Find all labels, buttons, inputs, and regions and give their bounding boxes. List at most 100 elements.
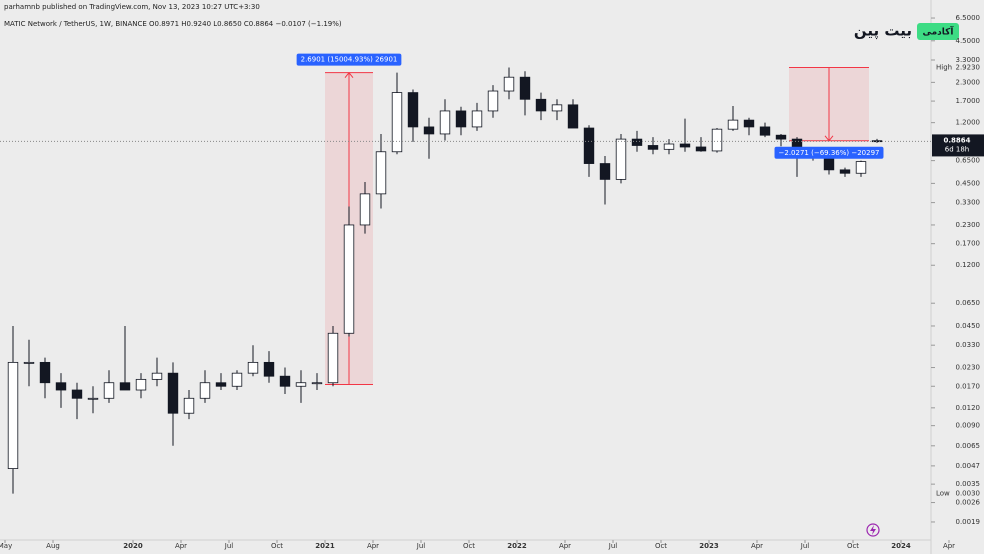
candle-body — [855, 161, 867, 174]
candle-body — [311, 382, 323, 385]
candle-body — [759, 126, 771, 136]
candle-body — [679, 143, 691, 148]
candle-body — [567, 104, 579, 129]
candle-body — [135, 378, 147, 391]
y-tick-label: 6.5000 — [956, 14, 981, 22]
lightning-icon[interactable] — [866, 523, 880, 537]
candle-body — [263, 361, 275, 377]
candle-body — [775, 134, 787, 140]
candle-body — [599, 163, 611, 180]
y-tick-label: 0.4500 — [956, 179, 981, 187]
candle-body — [55, 382, 67, 391]
candle-body — [167, 372, 179, 414]
candle-body — [439, 110, 451, 135]
high-marker-value: 2.9230 — [956, 64, 981, 72]
candle-body — [535, 98, 547, 112]
x-tick-label: 2024 — [891, 542, 911, 550]
logo-badge: آکادمی — [923, 26, 955, 38]
measure-label-bg — [774, 146, 884, 159]
x-tick-label: Aug — [46, 542, 60, 550]
y-tick-label: 1.2000 — [956, 119, 981, 127]
x-tick-label: Oct — [655, 542, 667, 550]
measure-arrowhead — [344, 71, 354, 78]
y-tick-label: 0.0065 — [956, 442, 981, 450]
lightning-glyph — [870, 525, 876, 535]
y-tick-label: 3.3000 — [956, 56, 981, 64]
x-tick-label: Apr — [751, 542, 763, 550]
x-tick-label: Oct — [271, 542, 283, 550]
candle-body — [7, 361, 19, 469]
candle-body — [695, 146, 707, 152]
logo-name: بیت پین — [854, 22, 912, 41]
y-tick-label: 0.0230 — [956, 364, 981, 372]
x-tick-label: 2020 — [123, 542, 143, 550]
measure-arrowhead — [824, 135, 834, 142]
y-tick-label: 0.0650 — [956, 299, 981, 307]
candle-body — [391, 92, 403, 153]
high-marker-label: High — [936, 64, 952, 72]
y-tick-label: 0.2300 — [956, 221, 981, 229]
candle-body — [71, 389, 83, 399]
y-tick-label: 0.0047 — [956, 462, 981, 470]
candle-body — [455, 110, 467, 128]
candle-body — [647, 145, 659, 150]
x-tick-label: 2021 — [315, 542, 335, 550]
candle-body — [183, 397, 195, 414]
y-tick-label: 2.3000 — [956, 78, 981, 86]
x-tick-label: Jul — [416, 542, 426, 550]
candle-body — [487, 90, 499, 112]
candle-body — [39, 361, 51, 384]
candle-body — [23, 361, 35, 364]
candle-body — [151, 372, 163, 380]
candle-body — [519, 76, 531, 100]
candle-body — [583, 127, 595, 164]
candle-body — [359, 193, 371, 226]
y-tick-label: 0.0170 — [956, 382, 981, 390]
candle-body — [87, 397, 99, 400]
x-tick-label: 2022 — [507, 542, 527, 550]
y-tick-label: 0.3300 — [956, 199, 981, 207]
x-tick-label: 2023 — [699, 542, 719, 550]
countdown: 6d 18h — [945, 145, 969, 153]
y-tick-label: 0.1700 — [956, 240, 981, 248]
candle-body — [215, 382, 227, 387]
candle-body — [199, 382, 211, 399]
candle-body — [407, 92, 419, 128]
y-tick-label: 0.0450 — [956, 322, 981, 330]
y-tick-label: 0.6500 — [956, 157, 981, 165]
candle-body — [103, 382, 115, 399]
candle-body — [247, 361, 259, 374]
y-tick-label: 0.0120 — [956, 404, 981, 412]
symbol-info: MATIC Network / TetherUS, 1W, BINANCE O0… — [4, 20, 342, 28]
candle-body — [727, 119, 739, 130]
y-tick-label: 1.7000 — [956, 97, 981, 105]
x-tick-label: May — [0, 542, 12, 550]
candle-body — [743, 119, 755, 128]
y-tick-label: 0.0019 — [956, 518, 981, 526]
x-tick-label: Apr — [559, 542, 571, 550]
candle-body — [327, 332, 339, 384]
y-tick-label: 4.5000 — [956, 37, 981, 45]
logo-badge-bg — [917, 23, 959, 40]
measure-label: −2.0271 (−69.36%) −20297 — [779, 149, 880, 157]
candle-body — [663, 143, 675, 150]
last-price-box — [932, 134, 984, 157]
candle-body — [375, 151, 387, 195]
plot-area — [7, 67, 883, 494]
low-marker-bg — [933, 488, 983, 499]
header: parhamnb published on TradingView.com, N… — [4, 3, 260, 11]
candle-body — [279, 375, 291, 387]
x-tick-label: Oct — [847, 542, 859, 550]
candle-body — [503, 76, 515, 92]
measure-label: 2.6901 (15004.93%) 26901 — [301, 56, 398, 64]
candle-body — [231, 372, 243, 387]
candle-body — [119, 382, 131, 391]
x-tick-label: Jul — [608, 542, 618, 550]
x-tick-label: Apr — [175, 542, 187, 550]
candle-body — [615, 138, 627, 180]
candle-body — [839, 169, 851, 174]
y-tick-label: 0.0090 — [956, 422, 981, 430]
candle-body — [471, 110, 483, 128]
x-tick-label: Jul — [224, 542, 234, 550]
